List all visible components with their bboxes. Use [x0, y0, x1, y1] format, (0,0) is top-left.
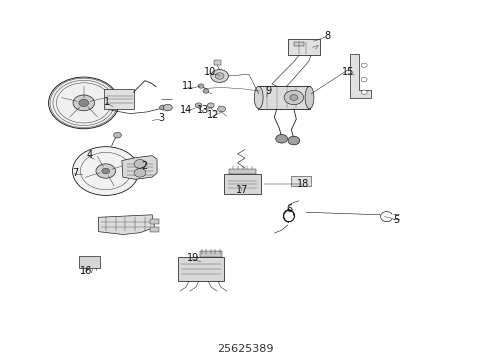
Text: 25625389: 25625389: [217, 344, 273, 354]
Bar: [104, 89, 134, 109]
Circle shape: [159, 105, 166, 110]
Circle shape: [96, 164, 116, 178]
Polygon shape: [349, 54, 370, 98]
Bar: [224, 175, 261, 194]
Text: 16: 16: [80, 266, 92, 276]
Bar: [79, 256, 100, 267]
Circle shape: [198, 84, 204, 88]
Text: 9: 9: [266, 86, 271, 96]
Text: 3: 3: [158, 113, 164, 123]
Circle shape: [288, 136, 300, 145]
Bar: [292, 176, 311, 186]
Bar: [258, 86, 310, 109]
Bar: [150, 226, 159, 231]
Text: 7: 7: [72, 168, 78, 178]
Polygon shape: [98, 215, 155, 234]
Text: 19: 19: [187, 253, 199, 263]
Circle shape: [211, 69, 228, 82]
Text: 1: 1: [104, 97, 110, 107]
Ellipse shape: [305, 86, 314, 109]
Text: 12: 12: [207, 111, 219, 121]
Polygon shape: [122, 156, 157, 179]
Ellipse shape: [254, 86, 263, 109]
Text: 8: 8: [324, 31, 330, 41]
Circle shape: [290, 95, 298, 100]
Circle shape: [134, 159, 146, 168]
Text: 17: 17: [236, 185, 249, 195]
Circle shape: [361, 90, 367, 94]
Circle shape: [73, 147, 139, 195]
Bar: [229, 169, 256, 175]
Text: 14: 14: [180, 105, 193, 115]
Circle shape: [79, 99, 89, 107]
Circle shape: [73, 95, 95, 111]
Bar: [288, 39, 319, 55]
Circle shape: [49, 77, 119, 129]
Circle shape: [361, 63, 367, 67]
Bar: [214, 60, 220, 64]
Circle shape: [163, 104, 172, 111]
Text: 6: 6: [286, 204, 292, 215]
Circle shape: [218, 106, 225, 112]
Circle shape: [195, 103, 202, 108]
Circle shape: [276, 134, 288, 143]
Bar: [178, 257, 224, 281]
Circle shape: [203, 89, 209, 93]
Circle shape: [134, 168, 146, 177]
Text: 10: 10: [204, 67, 216, 77]
Text: 15: 15: [343, 67, 355, 77]
Circle shape: [102, 168, 110, 174]
Text: 4: 4: [87, 150, 93, 160]
Circle shape: [284, 90, 304, 105]
Bar: [150, 220, 159, 225]
Text: 5: 5: [393, 215, 399, 225]
Text: 18: 18: [296, 179, 309, 189]
Text: 13: 13: [197, 105, 209, 115]
Circle shape: [207, 103, 214, 108]
Bar: [200, 251, 222, 257]
Circle shape: [215, 73, 224, 79]
Circle shape: [114, 132, 122, 138]
Text: 2: 2: [142, 161, 148, 171]
Bar: [294, 41, 304, 46]
Text: 11: 11: [182, 81, 195, 91]
Circle shape: [361, 77, 367, 82]
